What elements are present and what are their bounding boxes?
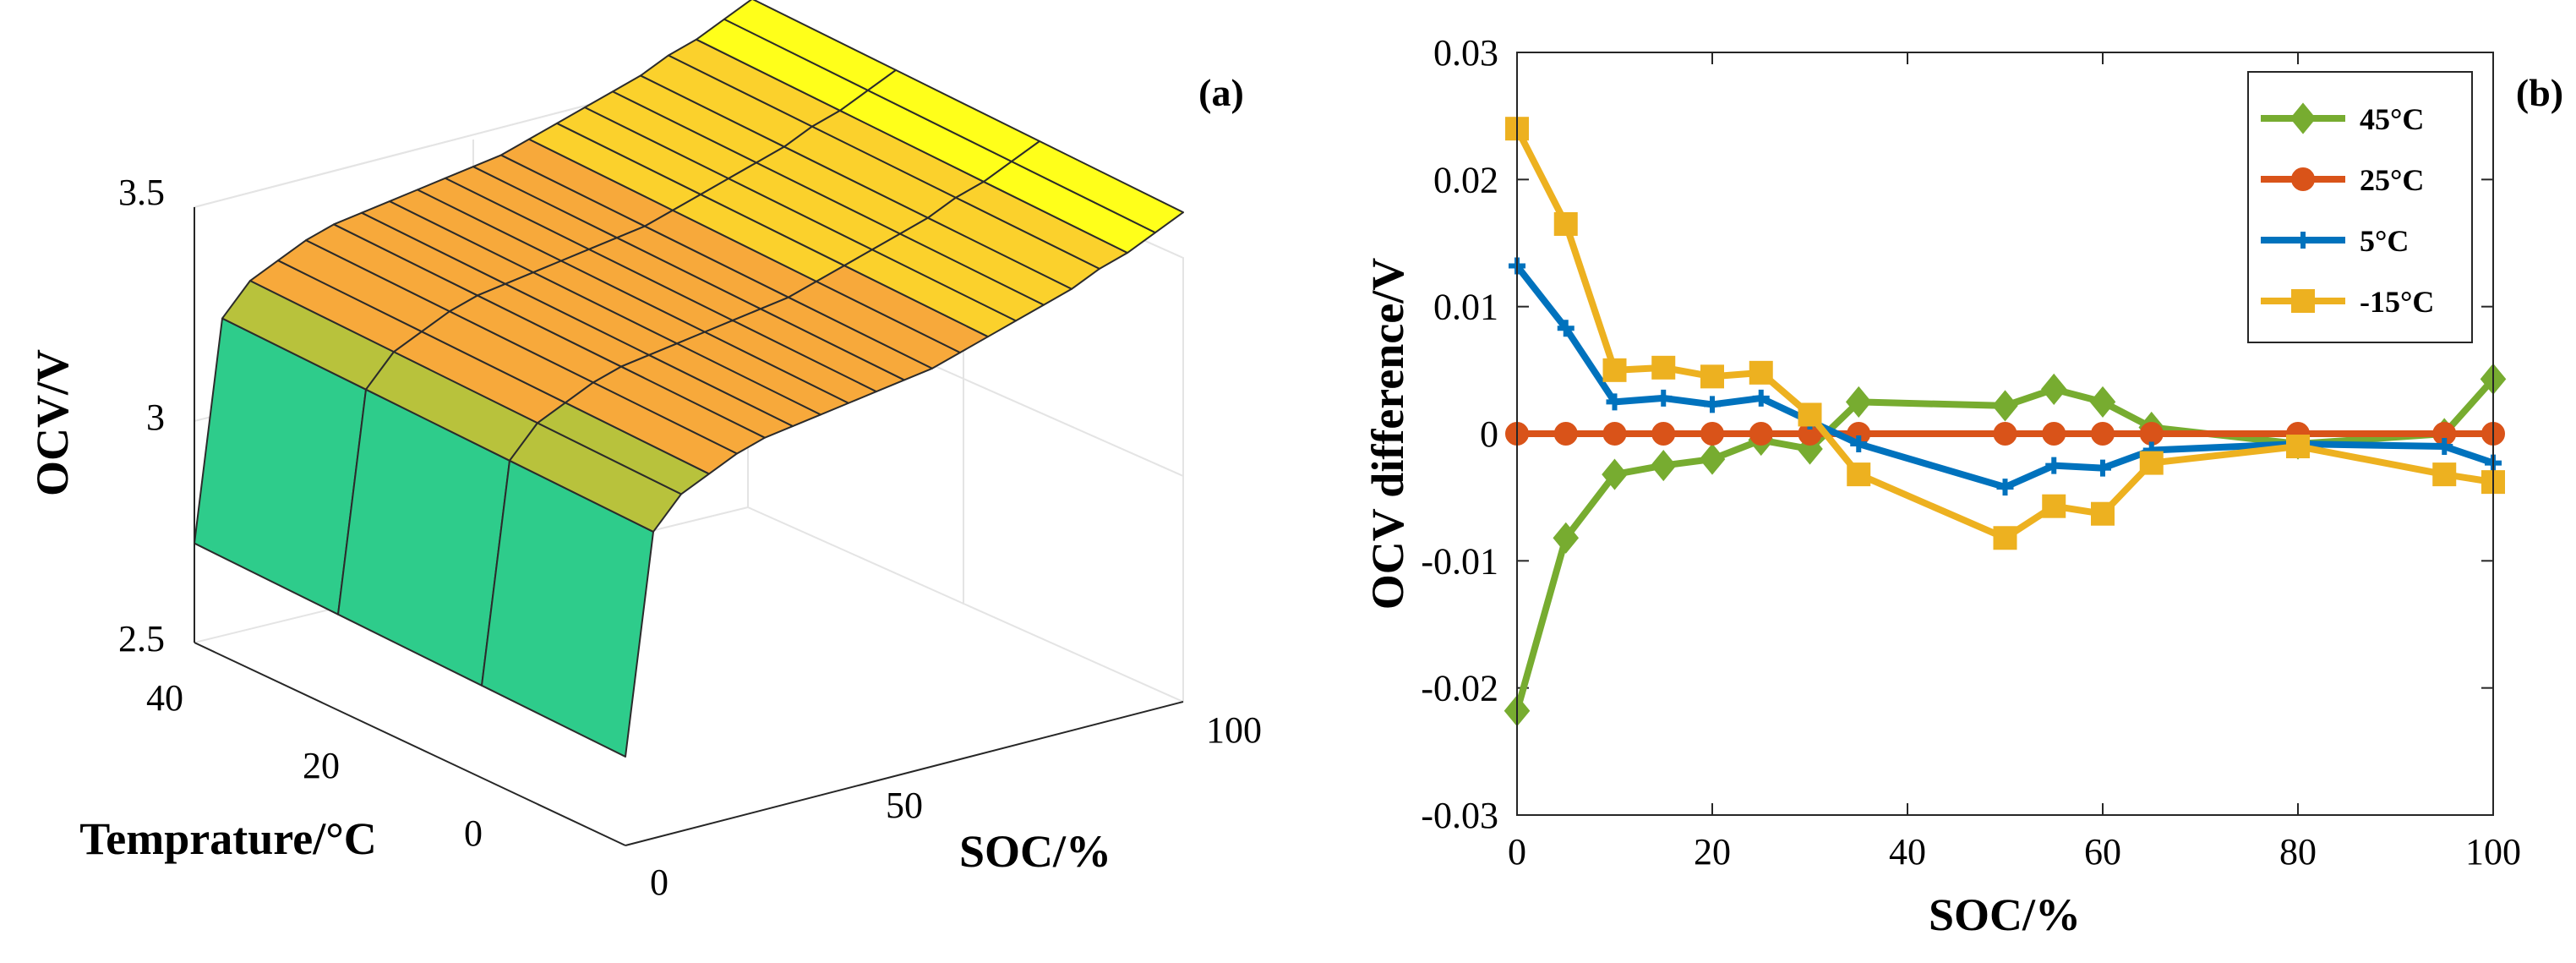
data-point [1699,443,1726,475]
panel-b-series [1504,117,2507,727]
data-point [2139,422,2164,446]
panel-a-surface-plot: 2.5 3 3.5 40 20 0 0 50 100 OCV/V Temprat… [27,0,1262,903]
data-point [1553,522,1580,554]
b-y-axis-label: OCV difference/V [1362,258,1413,610]
data-point [2042,494,2066,518]
legend-label: 25°C [2360,163,2424,197]
panel-a-label: (a) [1198,71,1244,114]
data-point [2040,373,2067,405]
b-x-tick-label: 60 [2084,831,2121,873]
data-point [1798,402,1822,427]
y-tick-label: 0 [464,813,483,854]
b-x-tick-label: 80 [2279,831,2317,873]
b-y-tick-label: -0.01 [1421,540,1498,582]
data-point [2139,451,2164,475]
legend-label: -15°C [2360,285,2434,319]
b-x-tick-label: 40 [1889,831,1926,873]
data-point [1655,389,1673,407]
data-point [1606,393,1624,411]
x-axis-label: SOC/% [959,826,1111,877]
data-point [1704,396,1721,413]
data-point [2286,435,2310,459]
legend-item: -15°C [2261,285,2434,319]
x-tick-label: 50 [886,785,923,826]
data-point [1700,364,1724,389]
panel-b-plot-frame [1516,52,2494,816]
data-point [1602,422,1627,446]
z-tick-label: 3.5 [118,172,165,213]
data-point [1557,320,1575,337]
data-point [1602,458,1628,490]
ocv-surface [194,0,1184,758]
data-point [1651,422,1676,446]
legend-item: 45°C [2261,102,2424,136]
z-tick-label: 2.5 [118,618,165,659]
data-point [1847,462,1871,487]
legend-swatch-marker [2295,232,2311,249]
b-y-tick-label: 0.02 [1433,159,1498,200]
panel-b-line-chart: 0 20 40 60 80 100 -0.03 -0.02 -0.01 0 0.01 0.02 0.03… [1362,32,2563,940]
legend-swatch-marker [2291,289,2315,313]
data-point [2045,457,2063,474]
data-point [2091,422,2115,446]
b-y-tick-label: -0.03 [1421,795,1498,836]
y-tick-label: 40 [146,677,183,719]
data-point [1700,422,1724,446]
b-y-tick-label: 0.03 [1433,32,1498,74]
b-y-tick-label: 0 [1480,413,1498,455]
legend-swatch-marker [2291,167,2315,191]
data-point [2089,386,2116,418]
legend-swatch-marker [2289,102,2317,134]
data-point [2091,501,2115,526]
x-tick-label: 0 [650,862,669,903]
data-point [1996,479,2014,496]
b-x-tick-label: 100 [2465,831,2521,873]
x-tick-label: 100 [1206,709,1262,751]
data-point [2436,438,2453,456]
series--15°C [1505,117,2505,550]
data-point [1992,390,2018,422]
surface-patch [1011,140,1184,234]
data-point [1553,422,1578,446]
data-point [1651,355,1676,380]
legend-label: 45°C [2360,102,2424,136]
panel-b-label: (b) [2516,71,2563,114]
b-y-tick-label: -0.02 [1421,668,1498,709]
z-tick-label: 3 [146,397,165,438]
legend-item: 5°C [2261,224,2409,258]
b-y-tick-label: 0.01 [1433,287,1498,328]
data-point [1553,211,1578,236]
b-x-tick-label: 0 [1508,831,1526,873]
data-point [1749,422,1773,446]
z-axis-label: OCV/V [27,349,78,496]
legend-item: 25°C [2261,163,2424,197]
data-point [1850,435,1868,453]
data-point [1993,526,2017,550]
data-point [1845,386,1872,418]
data-point [1993,422,2017,446]
data-point [1650,450,1677,482]
b-x-axis-label: SOC/% [1929,889,2081,940]
legend-label: 5°C [2360,224,2409,258]
legend: 45°C 25°C 5°C -15°C [2247,71,2473,343]
b-x-tick-label: 20 [1694,831,1731,873]
data-point [1602,358,1627,382]
data-point [2094,459,2111,477]
data-point [2432,462,2457,487]
data-point [1749,360,1773,385]
y-tick-label: 20 [303,745,340,786]
data-point [2042,422,2066,446]
data-point [1752,389,1770,407]
panel-a-axes [194,207,1184,846]
y-axis-label: Temprature/°C [79,813,377,864]
